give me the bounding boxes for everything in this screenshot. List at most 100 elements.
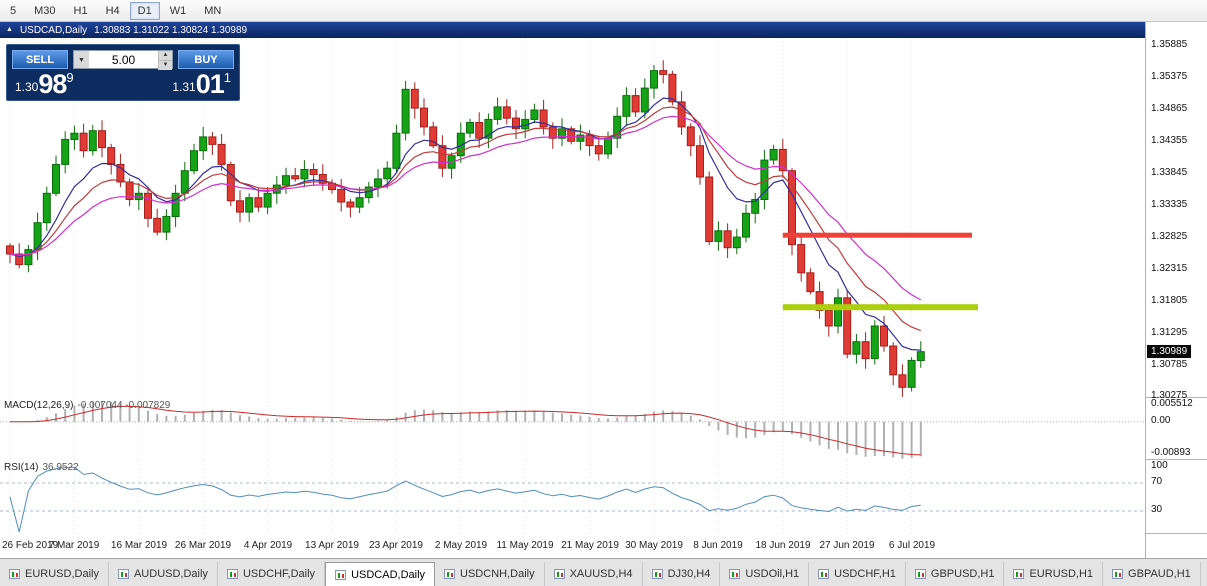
one-click-trading-panel: SELL ▼ 5.00 ▲ ▼ BUY 1.30 98 9 1.31 01 1	[6, 44, 240, 101]
date-label: 13 Apr 2019	[305, 540, 359, 551]
chart-tab-xauusd-h4[interactable]: XAUUSD,H4	[545, 562, 643, 586]
lot-increase-button[interactable]: ▲	[158, 51, 172, 61]
price-scale-label: 1.32825	[1151, 231, 1188, 242]
price-scale-label: 1.35885	[1151, 39, 1188, 50]
price-scale-label: 1.34355	[1151, 135, 1188, 146]
chart-window: ▲ USDCAD,Daily 1.30883 1.31022 1.30824 1…	[0, 22, 1207, 558]
tab-label: AUDUSD,Daily	[133, 568, 208, 580]
price-scale-label: 1.35375	[1151, 71, 1188, 82]
chart-tab-usdcad-daily[interactable]: USDCAD,Daily	[325, 562, 436, 586]
main-price-pane: ▲ USDCAD,Daily 1.30883 1.31022 1.30824 1…	[0, 22, 1207, 401]
macd-scale[interactable]: 0.005512 0.00 -0.00893	[1145, 398, 1207, 459]
chart-tab-audusd-daily[interactable]: AUDUSD,Daily	[109, 562, 218, 586]
rsi-scale-70: 70	[1151, 476, 1163, 487]
price-scale-label: 1.34865	[1151, 103, 1188, 114]
date-label: 21 May 2019	[561, 540, 619, 551]
chart-tab-gbpaud-h1[interactable]: GBPAUD,H1	[1103, 562, 1201, 586]
tab-label: EURUSD,H1	[1029, 568, 1094, 580]
sell-price-pips: 98	[38, 69, 67, 99]
chart-tab-dj30-h4[interactable]: DJ30,H4	[643, 562, 721, 586]
chart-tab-usdchf-daily[interactable]: USDCHF,Daily	[218, 562, 326, 586]
tab-label: DJ30,H4	[667, 568, 711, 580]
sell-price-base: 1.30	[15, 80, 39, 94]
macd-value-signal: -0.007829	[125, 400, 171, 411]
price-scale-label: 1.31805	[1151, 295, 1188, 306]
date-label: 27 Jun 2019	[819, 540, 875, 551]
mid-ma	[9, 106, 922, 332]
rsi-chart-canvas[interactable]	[0, 460, 1145, 534]
price-scale[interactable]: 1.35885 1.35375 1.34865 1.34355 1.33845 1.333…	[1145, 22, 1207, 401]
buy-price-point: 1	[223, 70, 231, 85]
period-button-mn[interactable]: MN	[196, 2, 229, 20]
tab-label: USDCHF,Daily	[242, 568, 316, 580]
price-scale-label: 1.30785	[1151, 359, 1188, 370]
period-button-h4[interactable]: H4	[98, 2, 128, 20]
current-price-badge: 1.30989	[1147, 345, 1192, 358]
mini-chart-icon	[444, 569, 456, 579]
timeframe-toolbar: 5 M30 H1 H4 D1 W1 MN	[0, 0, 1207, 22]
tab-label: USDOil,H1	[745, 568, 800, 580]
axis-corner	[1145, 534, 1207, 558]
candles-layer	[6, 60, 925, 397]
mini-chart-icon	[335, 569, 347, 580]
period-button-5[interactable]: 5	[2, 2, 24, 20]
chart-tab-gbpusd-h1[interactable]: GBPUSD,H1	[906, 562, 1005, 586]
lot-size-value[interactable]: 5.00	[111, 53, 136, 67]
chart-tab-usdjp[interactable]: USDJP	[1201, 562, 1207, 586]
rsi-scale-30: 30	[1151, 504, 1163, 515]
rsi-line	[9, 466, 921, 533]
tab-label: XAUUSD,H4	[569, 568, 633, 580]
tab-label: GBPUSD,H1	[930, 568, 995, 580]
date-label: 23 Apr 2019	[369, 540, 423, 551]
rsi-scale-100: 100	[1151, 460, 1168, 471]
buy-price-pips: 01	[195, 69, 225, 99]
chart-title-symbol: USDCAD,Daily	[19, 24, 88, 36]
lot-size-control: ▼ 5.00 ▲ ▼	[73, 50, 173, 70]
date-label: 11 May 2019	[496, 540, 554, 551]
chart-tab-usdoil-h1[interactable]: USDOil,H1	[720, 562, 810, 586]
rsi-indicator-pane: RSI(14) 36.9522 100 70 30	[0, 460, 1207, 534]
period-button-m30[interactable]: M30	[26, 2, 63, 20]
buy-price-base: 1.31	[172, 80, 196, 94]
macd-scale-zero: 0.00	[1151, 415, 1171, 426]
price-scale-label: 1.33845	[1151, 167, 1188, 178]
period-button-w1[interactable]: W1	[162, 2, 195, 20]
chart-window-titlebar[interactable]: ▲ USDCAD,Daily 1.30883 1.31022 1.30824 1…	[0, 22, 1145, 38]
chart-tab-eurusd-daily[interactable]: EURUSD,Daily	[0, 562, 109, 586]
date-label: 6 Jul 2019	[888, 540, 936, 551]
macd-label: MACD(12,26,9) -0.007044 -0.007829	[4, 400, 171, 411]
mini-chart-icon	[818, 569, 830, 579]
sell-price[interactable]: 1.30 98 9	[15, 70, 74, 98]
mini-chart-icon	[651, 569, 663, 579]
tab-label: EURUSD,Daily	[25, 568, 99, 580]
macd-value-main: -0.007044	[77, 400, 123, 411]
price-scale-label: 1.31295	[1151, 327, 1188, 338]
chart-tab-eurusd-h1[interactable]: EURUSD,H1	[1004, 562, 1104, 586]
tab-label: USDCHF,H1	[834, 568, 896, 580]
date-label: 30 May 2019	[625, 540, 683, 551]
mini-chart-icon	[117, 569, 129, 579]
chart-tab-bar: EURUSD,Daily AUDUSD,Daily USDCHF,Daily USDC…	[0, 558, 1207, 586]
date-label: 18 Jun 2019	[755, 540, 811, 551]
lot-dropdown-button[interactable]: ▼	[74, 51, 89, 68]
mini-chart-icon	[729, 569, 741, 579]
buy-price[interactable]: 1.31 01 1	[172, 70, 231, 98]
tab-label: USDCNH,Daily	[460, 568, 535, 580]
support-line[interactable]	[782, 304, 978, 311]
mini-chart-icon	[1112, 569, 1124, 579]
date-label: 7 Mar 2019	[48, 540, 100, 551]
rsi-scale[interactable]: 100 70 30	[1145, 460, 1207, 533]
buy-button[interactable]: BUY	[178, 50, 234, 69]
mini-chart-icon	[9, 569, 20, 579]
chart-tab-usdchf-h1[interactable]: USDCHF,H1	[809, 562, 906, 586]
date-axis[interactable]: 26 Feb 2019 7 Mar 2019 16 Mar 2019 26 Mar 2…	[0, 534, 1207, 558]
macd-chart-canvas[interactable]	[0, 398, 1145, 460]
period-button-d1[interactable]: D1	[129, 1, 160, 20]
macd-scale-max: 0.005512	[1151, 398, 1193, 409]
sell-button[interactable]: SELL	[12, 50, 68, 69]
period-button-h1[interactable]: H1	[66, 2, 96, 20]
chart-tab-usdcnh-daily[interactable]: USDCNH,Daily	[435, 562, 545, 586]
resistance-line[interactable]	[782, 232, 972, 238]
lot-decrease-button[interactable]: ▼	[158, 61, 172, 70]
collapse-icon: ▲	[6, 26, 13, 33]
